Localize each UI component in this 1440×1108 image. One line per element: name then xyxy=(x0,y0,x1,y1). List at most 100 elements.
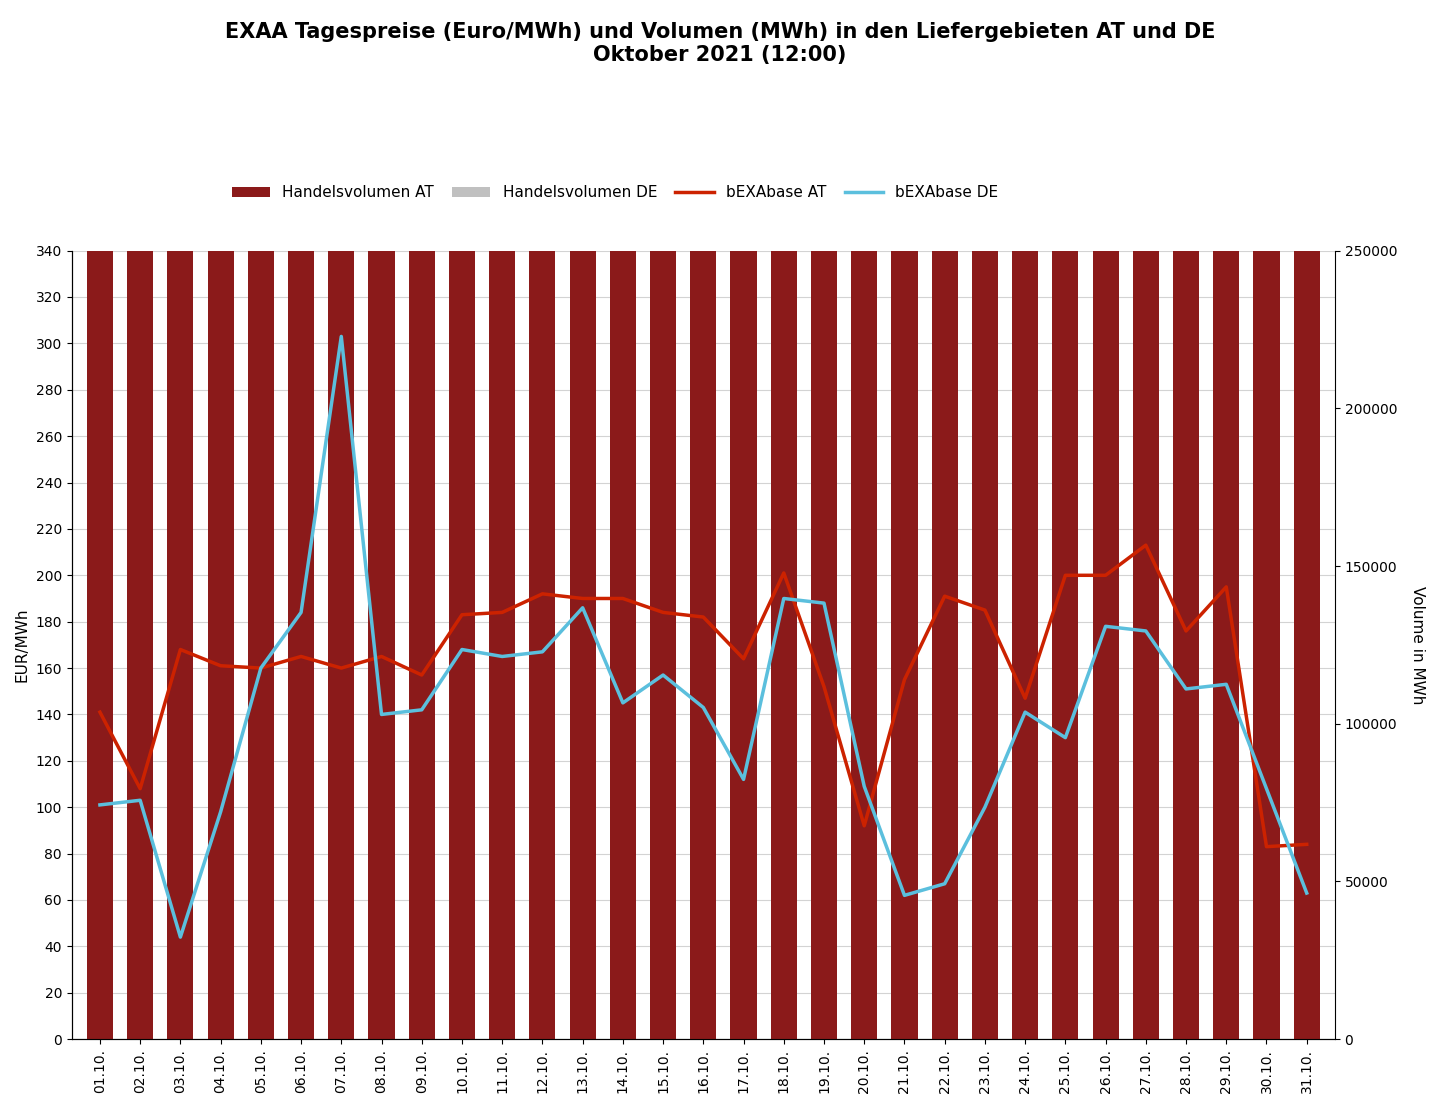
bEXAbase AT xyxy=(91,706,108,719)
Text: EXAA Tagespreise (Euro/MWh) und Volumen (MWh) in den Liefergebieten AT und DE
Ok: EXAA Tagespreise (Euro/MWh) und Volumen … xyxy=(225,22,1215,65)
Bar xyxy=(449,0,475,1039)
Bar xyxy=(609,0,636,1039)
Bar xyxy=(1293,0,1320,1039)
bEXAbase AT xyxy=(575,592,592,605)
Bar xyxy=(972,0,998,1039)
bEXAbase DE xyxy=(333,330,350,343)
Bar xyxy=(811,0,837,1039)
bEXAbase DE xyxy=(1138,624,1155,637)
Bar xyxy=(570,0,596,1039)
bEXAbase AT xyxy=(694,611,711,624)
Bar xyxy=(409,0,435,1039)
bEXAbase DE xyxy=(292,606,310,619)
Bar xyxy=(1133,0,1159,1039)
Bar xyxy=(449,0,475,1039)
bEXAbase AT xyxy=(1138,538,1155,552)
Bar xyxy=(609,0,636,1039)
Bar xyxy=(288,0,314,1039)
Bar xyxy=(932,0,958,1039)
bEXAbase AT xyxy=(896,673,913,686)
Bar xyxy=(86,0,112,1039)
bEXAbase DE xyxy=(694,701,711,715)
bEXAbase DE xyxy=(654,668,671,681)
Bar xyxy=(167,0,193,1039)
bEXAbase DE xyxy=(615,696,632,709)
Bar xyxy=(86,0,112,1039)
bEXAbase DE xyxy=(976,801,994,814)
Bar xyxy=(127,0,153,1039)
Bar xyxy=(770,0,796,1039)
bEXAbase AT xyxy=(333,661,350,675)
Bar xyxy=(1093,0,1119,1039)
bEXAbase AT xyxy=(534,587,552,601)
bEXAbase DE xyxy=(1097,619,1115,633)
bEXAbase AT xyxy=(454,608,471,622)
Bar xyxy=(649,0,677,1039)
Bar xyxy=(730,0,756,1039)
Bar xyxy=(1053,0,1079,1039)
bEXAbase AT xyxy=(292,649,310,663)
bEXAbase DE xyxy=(775,592,792,605)
Bar xyxy=(649,0,677,1039)
Bar xyxy=(409,0,435,1039)
bEXAbase DE xyxy=(1218,678,1236,691)
Bar xyxy=(248,0,274,1039)
Bar xyxy=(248,0,274,1039)
bEXAbase DE xyxy=(91,798,108,811)
bEXAbase AT xyxy=(1259,840,1276,853)
Bar xyxy=(730,0,756,1039)
Bar xyxy=(1212,0,1240,1039)
Bar xyxy=(207,0,233,1039)
Bar xyxy=(891,0,917,1039)
Line: bEXAbase DE: bEXAbase DE xyxy=(99,337,1306,937)
bEXAbase DE xyxy=(413,704,431,717)
bEXAbase AT xyxy=(373,649,390,663)
bEXAbase AT xyxy=(815,680,832,694)
bEXAbase AT xyxy=(855,819,873,832)
bEXAbase DE xyxy=(534,645,552,658)
bEXAbase AT xyxy=(131,782,148,796)
Bar xyxy=(328,0,354,1039)
Bar xyxy=(167,0,193,1039)
Bar xyxy=(1093,0,1119,1039)
Bar xyxy=(690,0,716,1039)
bEXAbase DE xyxy=(373,708,390,721)
bEXAbase DE xyxy=(1178,683,1195,696)
Bar xyxy=(851,0,877,1039)
bEXAbase DE xyxy=(454,643,471,656)
bEXAbase AT xyxy=(171,643,189,656)
Bar xyxy=(1133,0,1159,1039)
bEXAbase DE xyxy=(936,878,953,891)
bEXAbase AT xyxy=(1218,581,1236,594)
bEXAbase AT xyxy=(654,606,671,619)
Bar xyxy=(530,0,556,1039)
bEXAbase DE xyxy=(855,780,873,793)
Bar xyxy=(1174,0,1200,1039)
Bar xyxy=(328,0,354,1039)
bEXAbase AT xyxy=(212,659,229,673)
Bar xyxy=(1253,0,1280,1039)
bEXAbase AT xyxy=(494,606,511,619)
Bar xyxy=(770,0,796,1039)
Bar xyxy=(127,0,153,1039)
bEXAbase AT xyxy=(615,592,632,605)
Bar xyxy=(1253,0,1280,1039)
Bar xyxy=(1012,0,1038,1039)
bEXAbase DE xyxy=(494,649,511,663)
Bar xyxy=(490,0,516,1039)
Bar xyxy=(1012,0,1038,1039)
bEXAbase DE xyxy=(212,806,229,819)
bEXAbase AT xyxy=(252,661,269,675)
bEXAbase AT xyxy=(734,653,752,666)
Bar xyxy=(1212,0,1240,1039)
Bar xyxy=(490,0,516,1039)
bEXAbase DE xyxy=(1057,731,1074,745)
Bar xyxy=(932,0,958,1039)
Bar xyxy=(891,0,917,1039)
bEXAbase DE xyxy=(1017,706,1034,719)
Legend: Handelsvolumen AT, Handelsvolumen DE, bEXAbase AT, bEXAbase DE: Handelsvolumen AT, Handelsvolumen DE, bE… xyxy=(226,179,1004,206)
Bar xyxy=(1174,0,1200,1039)
Bar xyxy=(972,0,998,1039)
Bar xyxy=(851,0,877,1039)
bEXAbase DE xyxy=(575,602,592,615)
